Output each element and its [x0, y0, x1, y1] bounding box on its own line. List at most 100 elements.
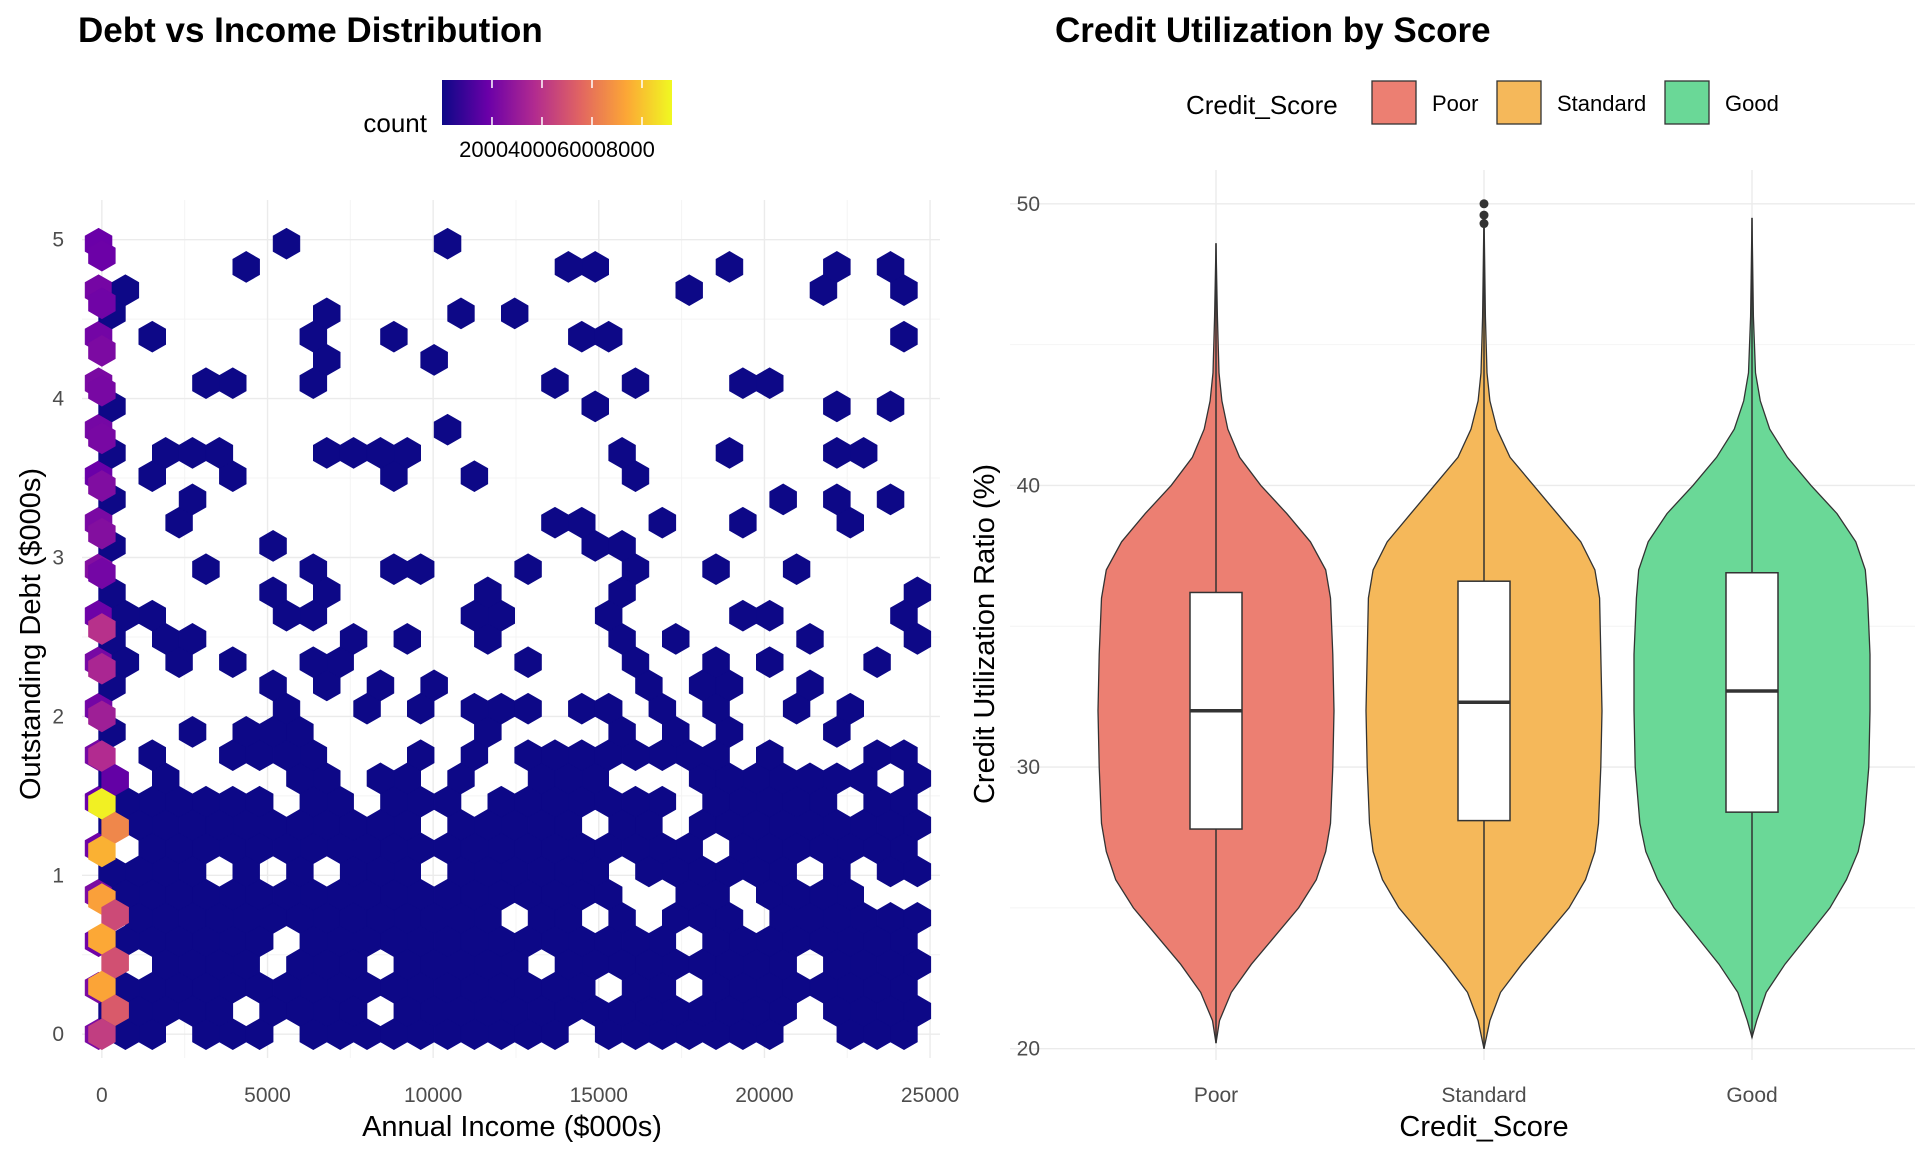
colorbar [442, 80, 672, 125]
hex-cell [514, 646, 542, 679]
y-tick-label: 20 [1017, 1038, 1040, 1061]
hex-cell [729, 599, 757, 632]
x-tick-label: 0 [96, 1084, 108, 1107]
violin-legend-title: Credit_Score [1186, 90, 1338, 120]
hex-cell [380, 553, 408, 586]
x-tick-label: Standard [1441, 1084, 1526, 1107]
hex-cell [433, 413, 462, 446]
legend-key-poor [1371, 80, 1417, 125]
hex-cell [823, 251, 851, 283]
hex-cell [514, 692, 542, 725]
violin-x-axis-label: Credit_Score [1399, 1111, 1568, 1143]
hex-cell [729, 367, 757, 400]
hex-cell [648, 506, 677, 539]
hex-cell [796, 623, 824, 655]
x-tick-label: 15000 [570, 1084, 628, 1107]
hex-cell [675, 274, 703, 307]
hex-cell-high [88, 835, 116, 868]
hex-cell [380, 320, 408, 353]
hex-cell [755, 646, 784, 679]
hex-cell [554, 251, 583, 283]
hexbin-legend-title: count [363, 108, 427, 138]
outlier-point [1479, 199, 1489, 209]
violin-panel: Credit Utilization by Score Credit_Score… [969, 11, 1915, 1143]
hex-cell [755, 367, 784, 400]
y-tick-label: 2 [52, 705, 64, 728]
hex-cell [406, 739, 435, 772]
hex-cell [138, 599, 166, 632]
hex-cell [621, 367, 650, 400]
hex-cell [138, 320, 166, 353]
hex-cell [259, 669, 287, 702]
colorbar-labels: 2000400060008000 [459, 137, 655, 162]
hex-cell [312, 437, 341, 469]
hex-cell-high [88, 470, 116, 502]
x-tick-label: Good [1726, 1084, 1777, 1107]
hex-cell [460, 460, 489, 493]
hex-cell [890, 320, 918, 353]
hex-cell [259, 530, 287, 562]
hex-cell [568, 692, 596, 725]
hex-cell [178, 623, 207, 655]
hex-cell [715, 251, 744, 283]
hex-cell [836, 692, 865, 725]
hex-cell-high [88, 287, 116, 320]
hex-cell [608, 530, 636, 562]
hex-cell [876, 251, 905, 283]
hex-cell [568, 506, 596, 539]
hex-cell [823, 437, 851, 469]
hexbin-panel: Debt vs Income Distribution count 200040… [15, 11, 959, 1143]
hex-cell [178, 716, 207, 748]
hex-cell-high [88, 970, 116, 1003]
hex-cell [903, 576, 932, 609]
outlier-point [1479, 210, 1489, 220]
violin-title: Credit Utilization by Score [1055, 11, 1491, 50]
hex-cell [299, 553, 328, 586]
legend-label-good: Good [1725, 91, 1779, 116]
x-tick-label: 20000 [735, 1084, 793, 1107]
hexbin-cells [84, 227, 932, 1051]
legend-label-standard: Standard [1557, 91, 1646, 116]
violin-x-tick-labels: Poor Standard Good [1194, 1084, 1778, 1107]
y-tick-label: 3 [52, 547, 64, 570]
hex-cell-high [88, 335, 116, 367]
y-tick-label: 30 [1017, 756, 1040, 779]
hex-cell [782, 553, 811, 586]
hex-cell [178, 437, 207, 469]
hex-cell [715, 437, 744, 469]
hex-cell [272, 227, 301, 260]
hex-cell [420, 344, 448, 376]
y-tick-label: 5 [52, 229, 64, 252]
hex-cell [890, 739, 918, 772]
hex-cell [594, 320, 623, 353]
hexbin-x-tick-labels: 0 5000 10000 15000 20000 25000 [96, 1084, 959, 1107]
legend-key-standard [1496, 80, 1542, 125]
hex-cell [393, 623, 422, 655]
violin-legend-keys: Poor Standard Good [1371, 80, 1779, 125]
hex-cell [755, 599, 784, 632]
hex-cell [500, 297, 529, 330]
hex-cell [702, 553, 730, 586]
hex-cell-high [88, 613, 116, 645]
hex-cell [849, 437, 878, 469]
hex-cell [568, 320, 596, 353]
hex-cell [661, 623, 690, 655]
hex-cell-high [101, 994, 129, 1027]
hex-cell-high [88, 517, 116, 550]
hexbin-title: Debt vs Income Distribution [78, 11, 543, 50]
hex-cell [541, 506, 569, 539]
hexbin-x-axis-label: Annual Income ($000s) [362, 1111, 662, 1143]
hex-cell [474, 576, 502, 609]
hex-cell-high [88, 740, 116, 772]
hex-cell [594, 692, 623, 725]
hex-cell [420, 669, 448, 702]
outlier-point [1479, 219, 1489, 229]
hex-cell [245, 785, 274, 818]
hex-cell [514, 553, 542, 586]
x-tick-label: 25000 [901, 1084, 959, 1107]
hex-cell [393, 437, 422, 469]
hex-cell [433, 227, 462, 260]
y-tick-label: 4 [52, 388, 64, 411]
violin-y-tick-labels: 20 30 40 50 [1017, 193, 1040, 1061]
hex-cell [138, 739, 166, 772]
